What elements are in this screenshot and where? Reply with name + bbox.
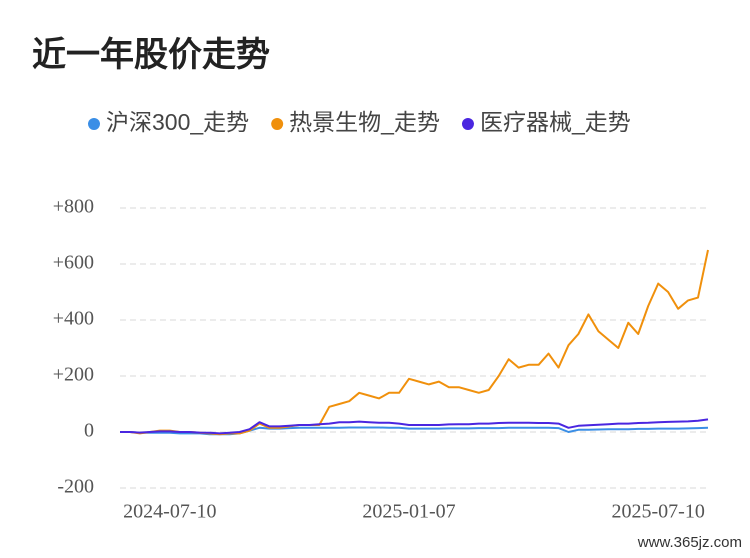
legend-marker bbox=[271, 118, 284, 130]
x-tick-label: 2024-07-10 bbox=[123, 501, 216, 523]
chart-title: 近一年股价走势 bbox=[32, 36, 270, 74]
y-tick-label: 0 bbox=[84, 420, 94, 442]
y-tick-label: +400 bbox=[53, 308, 94, 330]
y-tick-label: -200 bbox=[57, 476, 94, 498]
y-tick-label: +200 bbox=[53, 364, 94, 386]
y-tick-label: +800 bbox=[53, 196, 94, 218]
legend-marker bbox=[88, 118, 100, 130]
legend-label: 热景生物_走势 bbox=[289, 109, 440, 135]
x-tick-label: 2025-07-10 bbox=[612, 501, 705, 523]
series-line bbox=[120, 249, 709, 436]
x-tick-label: 2025-01-07 bbox=[362, 501, 455, 523]
series-line bbox=[120, 418, 709, 435]
legend-label: 医疗器械_走势 bbox=[480, 109, 631, 135]
legend-marker bbox=[461, 118, 474, 130]
y-tick-label: +600 bbox=[53, 252, 94, 274]
legend-label: 沪深300_走势 bbox=[106, 109, 249, 135]
watermark: www.365jz.com bbox=[637, 534, 742, 551]
